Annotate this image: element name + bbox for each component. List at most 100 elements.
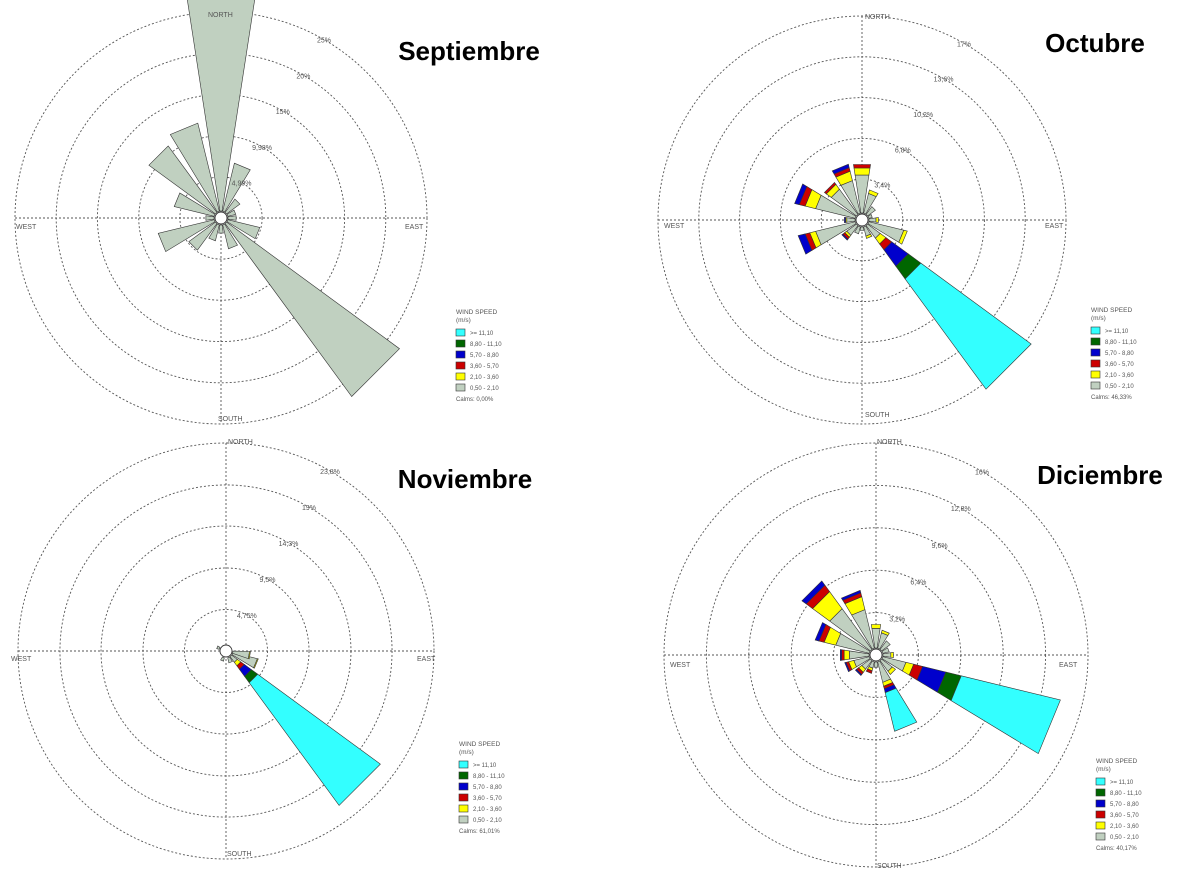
petal-225-class-2: [854, 668, 863, 677]
ring-label-3: 20%: [296, 73, 310, 80]
legend-title: WIND SPEED: [459, 741, 500, 748]
petal-67.5-class-5: [226, 209, 237, 217]
legend-title: WIND SPEED: [1096, 758, 1137, 765]
ring-4: [14, 11, 428, 425]
petal-270-class-5: [205, 215, 215, 221]
legend-label-1: 8,80 - 11,10: [473, 774, 505, 780]
ring-label-1: 9,5%: [260, 577, 276, 584]
petal-202.5-class-5: [208, 223, 220, 242]
calms-label: Calms: 46,33%: [1091, 395, 1132, 401]
direction-label-east: EAST: [1045, 223, 1064, 230]
petal-157.5-class-0: [884, 687, 918, 732]
legend-swatch-2: [1090, 348, 1101, 357]
petal-337.5-class-2: [840, 589, 862, 601]
petal-292.5-class-5: [173, 192, 216, 217]
petal-157.5-class-5: [222, 223, 238, 250]
ring-label-0: 3,2%: [889, 616, 905, 623]
legend-label-2: 5,70 - 8,80: [1110, 802, 1139, 808]
petal-135-class-4: [887, 666, 896, 675]
petal-202.5-class-3: [865, 668, 873, 674]
petal-225-class-2: [841, 233, 849, 241]
legend-label-3: 3,60 - 5,70: [1105, 362, 1134, 368]
calms-label: Calms: 61,01%: [459, 829, 500, 835]
legend-swatch-0: [458, 760, 469, 769]
legend-label-5: 0,50 - 2,10: [1105, 384, 1134, 390]
legend-title: WIND SPEED: [1091, 307, 1132, 314]
legend-swatch-5: [1090, 381, 1101, 390]
direction-label-south: SOUTH: [877, 863, 902, 870]
petal-135-class-0: [904, 262, 1032, 390]
calm-circle: [214, 211, 228, 225]
legend-swatch-4: [1095, 821, 1106, 830]
petal-22.5-class-4: [881, 629, 890, 636]
ring-label-2: 14,3%: [279, 541, 299, 548]
direction-label-north: NORTH: [877, 439, 902, 446]
petal-100-class-4: [247, 651, 251, 660]
legend-label-3: 3,60 - 5,70: [473, 796, 502, 802]
ring-label-1: 9,98%: [252, 145, 272, 152]
legend-swatch-4: [458, 804, 469, 813]
petal-112.5-class-5: [226, 219, 261, 240]
petal-202.5-class-5: [220, 656, 225, 662]
chart-title: Septiembre: [398, 36, 540, 66]
petal-90-class-5: [868, 217, 877, 223]
petal-180-class-5: [218, 224, 224, 234]
wind-rose-chart-3: 3,2% 6,4% 9,6% 12,8% 16% NORTH SOUTH EAST WEST Di…: [663, 439, 1163, 870]
ring-label-1: 6,8%: [895, 147, 911, 154]
petal-247.5-class-2: [797, 233, 813, 255]
petal-22.5-class-5: [222, 162, 251, 213]
petal-292.5-class-2: [814, 622, 827, 642]
legend: WIND SPEED(m/s) >= 11,10 8,80 - 11,10 5,70 …: [1090, 307, 1137, 401]
legend-swatch-4: [1090, 370, 1101, 379]
legend-swatch-2: [455, 350, 466, 359]
wind-rose-chart-0: 4,99% 9,98% 15% 20% 25% NORTH SOUTH EAST WEST Sep…: [14, 0, 540, 425]
petal-135-class-5: [224, 221, 400, 397]
petal-0-class-4: [853, 167, 871, 176]
calms-label: Calms: 0,00%: [456, 397, 494, 403]
legend-swatch-5: [458, 815, 469, 824]
petal-270-class-3: [841, 649, 845, 661]
legend-swatch-3: [455, 361, 466, 370]
legend-swatch-0: [455, 328, 466, 337]
petal-337.5-class-5: [169, 122, 220, 213]
direction-label-south: SOUTH: [218, 416, 243, 423]
ring-label-3: 13,6%: [934, 77, 954, 84]
legend-unit: (m/s): [459, 749, 474, 756]
petal-180-class-5: [860, 226, 864, 231]
petal-45-class-5: [865, 206, 876, 217]
petal-45-class-5: [224, 198, 241, 215]
petal-112.5-class-4: [253, 658, 259, 669]
legend-label-4: 2,10 - 3,60: [1105, 373, 1134, 379]
legend: WIND SPEED(m/s) >= 11,10 8,80 - 11,10 5,70 …: [458, 741, 505, 835]
ring-label-4: 17%: [957, 41, 971, 48]
calm-circle: [869, 648, 883, 662]
legend-label-5: 0,50 - 2,10: [1110, 835, 1139, 841]
legend-swatch-2: [458, 782, 469, 791]
petal-270-class-5: [846, 217, 856, 223]
calm-circle: [219, 644, 233, 658]
legend-swatch-1: [458, 771, 469, 780]
direction-label-west: WEST: [664, 223, 685, 230]
petal-0-class-3: [853, 164, 871, 169]
ring-2: [748, 527, 1004, 783]
legend-swatch-1: [1095, 788, 1106, 797]
chart-title: Octubre: [1045, 28, 1145, 58]
direction-label-west: WEST: [16, 224, 37, 231]
chart-title: Noviembre: [398, 464, 532, 494]
petal-202.5-class-5: [854, 225, 861, 235]
ring-label-2: 15%: [276, 109, 290, 116]
ring-label-4: 25%: [317, 38, 331, 45]
ring-label-0: 4,99%: [232, 180, 252, 187]
petal-270-class-2: [839, 649, 842, 661]
petal-67.5-class-5: [881, 647, 890, 654]
petal-225-class-5: [188, 221, 218, 251]
legend-swatch-3: [458, 793, 469, 802]
legend-label-4: 2,10 - 3,60: [473, 807, 502, 813]
legend-label-4: 2,10 - 3,60: [470, 375, 499, 381]
petal-135-class-0: [248, 673, 381, 806]
calm-circle: [855, 213, 869, 227]
petal-180-class-5: [873, 661, 879, 668]
legend-label-2: 5,70 - 8,80: [473, 785, 502, 791]
petal-90-class-5: [227, 215, 237, 221]
petal-247.5-class-2: [844, 661, 850, 673]
